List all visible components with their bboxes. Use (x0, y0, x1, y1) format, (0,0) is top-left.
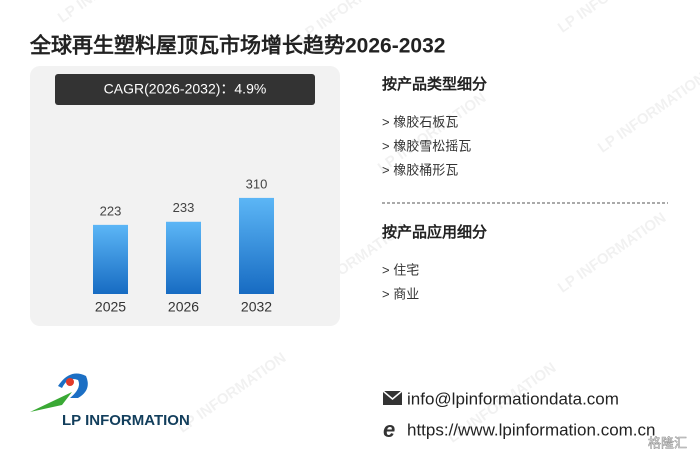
segment-heading: 按产品类型细分 (382, 75, 487, 93)
x-tick-label: 2032 (241, 299, 272, 315)
email-icon-flap (382, 390, 403, 400)
bar (93, 224, 128, 294)
x-tick-label: 2026 (168, 299, 199, 315)
title: 全球再生塑料屋顶瓦市场增长趋势2026-2032 (29, 34, 445, 58)
bar (166, 221, 201, 294)
email: info@lpinformationdata.com (407, 389, 619, 408)
segment-item: > 橡胶雪松摇瓦 (382, 138, 471, 153)
value-label: 223 (100, 203, 122, 218)
segment-item: > 橡胶石板瓦 (382, 114, 458, 129)
watermark: LP INFORMATION (555, 209, 669, 296)
x-tick-label: 2025 (95, 299, 126, 315)
segment-item: > 商业 (382, 286, 419, 301)
logo-text: LP INFORMATION (62, 412, 190, 429)
value-label: 233 (173, 200, 195, 215)
source-mark: 格隆汇 (648, 435, 687, 450)
bar (239, 197, 274, 294)
website: https://www.lpinformation.com.cn (407, 420, 655, 439)
watermark: LP INFORMATION (595, 69, 700, 156)
cagr-box (55, 74, 315, 105)
watermark: LP INFORMATION (175, 349, 289, 436)
watermark: LP INFORMATION (55, 0, 169, 27)
logo-icon (30, 373, 88, 412)
value-label: 310 (246, 176, 268, 191)
cagr-label: CAGR(2026-2032)：4.9% (104, 81, 267, 97)
web-icon: e (383, 417, 395, 442)
segment-item: > 橡胶桶形瓦 (382, 162, 458, 177)
segment-heading: 按产品应用细分 (382, 223, 487, 241)
segment-item: > 住宅 (382, 262, 419, 277)
watermark: LP INFORMATION (555, 0, 669, 37)
